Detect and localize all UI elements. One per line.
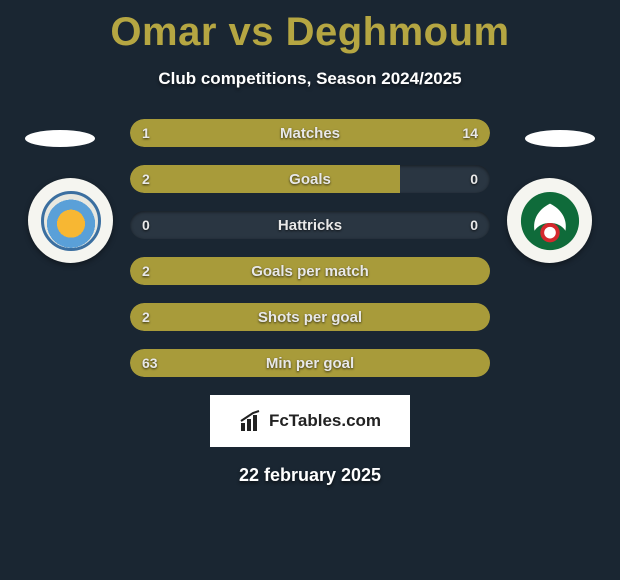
brand-label: FcTables.com (269, 411, 381, 431)
stat-value-left: 2 (142, 165, 150, 193)
stat-value-left: 0 (142, 211, 150, 239)
stat-value-left: 1 (142, 119, 150, 147)
stat-row: Hattricks0 0 (130, 211, 490, 239)
flag-right (525, 130, 595, 147)
stat-value-left: 63 (142, 349, 158, 377)
eagle-icon (519, 190, 581, 252)
stat-label: Goals (130, 165, 490, 193)
footer-date: 22 february 2025 (0, 465, 620, 486)
chart-icon (239, 409, 263, 433)
stat-row: Shots per goal2 (130, 303, 490, 331)
stat-value-left: 2 (142, 303, 150, 331)
stat-label: Min per goal (130, 349, 490, 377)
team-crest-left (28, 178, 113, 263)
stat-row: Matches1 14 (130, 119, 490, 147)
stat-value-right: 0 (470, 211, 478, 239)
flag-left (25, 130, 95, 147)
stat-label: Shots per goal (130, 303, 490, 331)
stats-bars: Matches114Goals20Hattricks00Goals per ma… (130, 119, 490, 377)
stat-row: Goals2 0 (130, 165, 490, 193)
stat-value-right: 0 (470, 165, 478, 193)
crest-icon (41, 191, 101, 251)
team-crest-right (507, 178, 592, 263)
stat-label: Hattricks (130, 211, 490, 239)
stat-row: Min per goal63 (130, 349, 490, 377)
stat-label: Matches (130, 119, 490, 147)
page-title: Omar vs Deghmoum (0, 0, 620, 55)
stat-value-left: 2 (142, 257, 150, 285)
stat-value-right: 14 (462, 119, 478, 147)
stat-row: Goals per match2 (130, 257, 490, 285)
brand-badge[interactable]: FcTables.com (210, 395, 410, 447)
stat-label: Goals per match (130, 257, 490, 285)
subtitle: Club competitions, Season 2024/2025 (0, 69, 620, 89)
